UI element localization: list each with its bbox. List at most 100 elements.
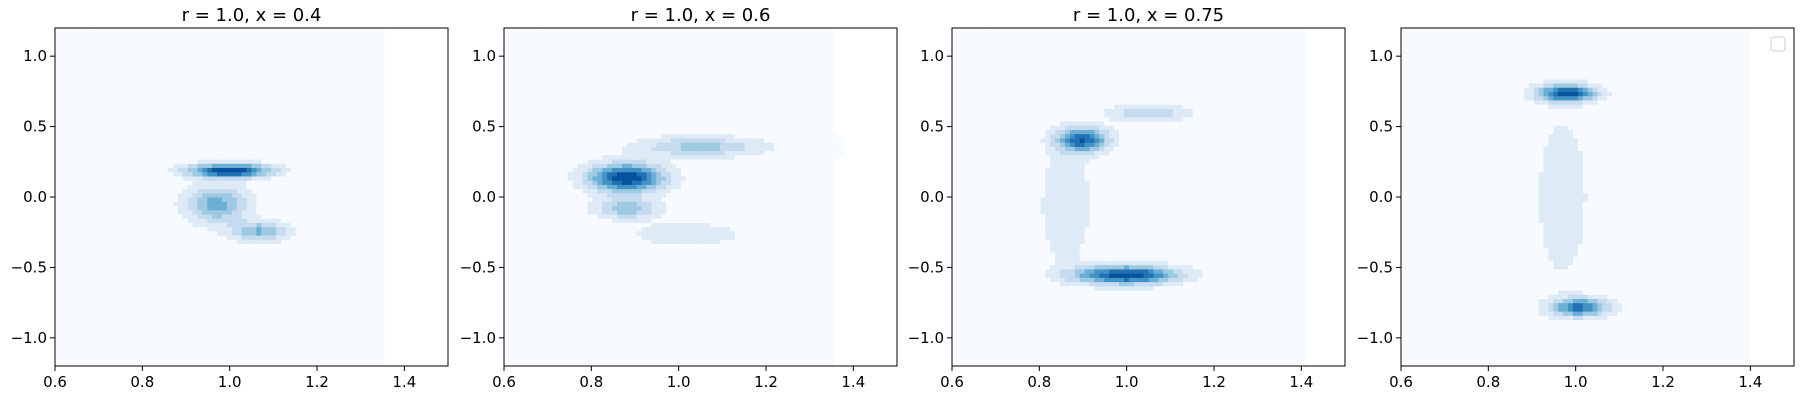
density-cell [256, 205, 262, 211]
density-cell [246, 175, 253, 181]
density-cell [138, 99, 145, 105]
density-cell [163, 66, 169, 71]
density-cell [256, 285, 262, 291]
density-cell [148, 129, 154, 135]
density-cell [133, 112, 140, 118]
density-cell [335, 327, 341, 333]
density-cell [99, 213, 105, 219]
density-cell [172, 158, 179, 164]
density-cell [222, 125, 228, 130]
density-cell [167, 28, 174, 33]
density-cell [251, 344, 258, 350]
density-cell [261, 78, 267, 84]
density-cell [69, 116, 76, 122]
density-cell [330, 129, 336, 135]
density-cell [113, 167, 120, 173]
density-cell [320, 201, 326, 207]
density-cell [113, 306, 120, 312]
density-cell [222, 239, 228, 245]
density-cell [197, 289, 203, 295]
density-cell [315, 247, 321, 253]
density-cell [349, 235, 356, 240]
density-cell [123, 36, 130, 42]
density-cell [354, 82, 361, 88]
density-cell [182, 247, 189, 253]
density-cell [99, 87, 105, 92]
density-cell [118, 239, 125, 245]
density-cell [344, 142, 351, 147]
density-cell [236, 243, 243, 249]
density-cell [55, 340, 61, 346]
density-cell [84, 104, 90, 109]
density-cell [236, 264, 243, 270]
density-cell [285, 281, 292, 287]
density-cell [187, 163, 194, 169]
density-cell [55, 281, 61, 287]
density-cell [128, 180, 135, 185]
density-cell [217, 184, 223, 190]
density-cell [64, 247, 71, 253]
density-cell [325, 294, 331, 299]
density-cell [261, 44, 267, 50]
density-cell [266, 142, 272, 147]
density-cell [94, 361, 100, 366]
density-cell [280, 294, 287, 299]
density-cell [310, 235, 316, 240]
density-cell [261, 163, 267, 169]
density-cell [222, 129, 228, 135]
density-cell [55, 28, 61, 33]
density-cell [118, 142, 125, 147]
density-cell [74, 82, 81, 88]
density-cell [104, 327, 110, 333]
density-cell [344, 201, 351, 207]
density-cell [241, 336, 248, 342]
density-cell [266, 57, 272, 63]
density-cell [271, 256, 277, 261]
density-cell [217, 49, 223, 54]
density-cell [133, 167, 140, 173]
density-cell [330, 361, 336, 366]
density-cell [335, 171, 341, 177]
density-cell [354, 332, 361, 338]
density-cell [335, 264, 341, 270]
density-cell [202, 285, 208, 291]
density-cell [276, 332, 282, 338]
density-cell [280, 108, 287, 114]
density-cell [359, 315, 366, 321]
density-cell [305, 36, 312, 42]
density-cell [123, 91, 130, 97]
density-cell [310, 251, 316, 257]
density-cell [256, 188, 262, 194]
density-cell [276, 49, 282, 54]
density-cell [246, 82, 253, 88]
density-cell [290, 53, 297, 59]
density-cell [236, 273, 243, 278]
density-cell [256, 332, 262, 338]
density-cell [59, 36, 66, 42]
density-cell [330, 260, 336, 266]
density-cell [128, 154, 135, 160]
density-cell [89, 349, 95, 354]
density-cell [261, 91, 267, 97]
density-cell [163, 142, 169, 147]
density-cell [231, 349, 238, 354]
density-cell [251, 239, 258, 245]
density-cell [94, 61, 100, 67]
density-cell [133, 213, 140, 219]
density-cell [202, 344, 208, 350]
density-cell [128, 353, 135, 359]
density-cell [138, 298, 145, 304]
density-cell [325, 243, 331, 249]
density-cell [192, 57, 199, 63]
density-cell [55, 302, 61, 308]
density-cell [305, 108, 312, 114]
density-cell [59, 116, 66, 122]
density-cell [89, 171, 95, 177]
density-cell [59, 57, 66, 63]
density-cell [172, 154, 179, 160]
density-cell [217, 197, 223, 202]
density-cell [109, 180, 115, 185]
density-cell [222, 230, 228, 236]
density-cell [246, 197, 253, 202]
density-cell [192, 82, 199, 88]
